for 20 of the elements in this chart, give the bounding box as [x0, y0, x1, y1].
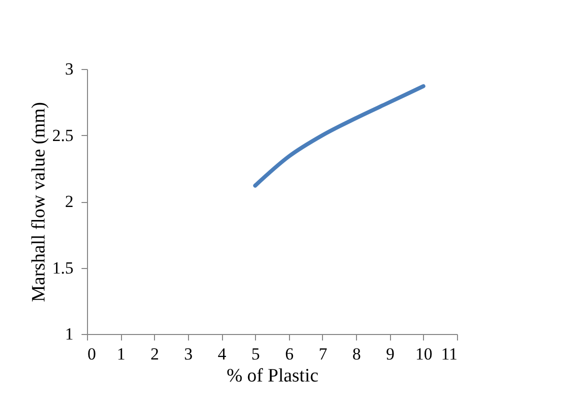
y-tick-label: 2	[65, 192, 74, 211]
x-tick-label: 3	[184, 344, 193, 364]
x-tick-label: 11	[441, 344, 458, 364]
x-axis-title: % of Plastic	[226, 366, 318, 386]
y-tick-label: 1.5	[52, 258, 74, 278]
y-tick-label: 1	[65, 324, 74, 344]
x-tick-label: 10	[415, 344, 432, 364]
x-tick-label: 0	[88, 344, 96, 364]
x-tick-label: 8	[352, 344, 361, 364]
x-tick-label: 2	[150, 344, 160, 364]
y-tick-label: 3	[65, 60, 74, 78]
x-tick-label: 4	[218, 344, 227, 364]
x-tick-label: 5	[251, 344, 260, 364]
y-axis-title: Marshall flow value (mm)	[28, 102, 50, 302]
x-tick-label: 9	[386, 344, 394, 364]
y-tick-label: 2.5	[52, 126, 74, 145]
line-series	[253, 84, 426, 188]
x-tick-label: 6	[285, 344, 294, 364]
x-tick-label: 7	[318, 344, 328, 364]
x-tick-label: 1	[116, 344, 126, 364]
